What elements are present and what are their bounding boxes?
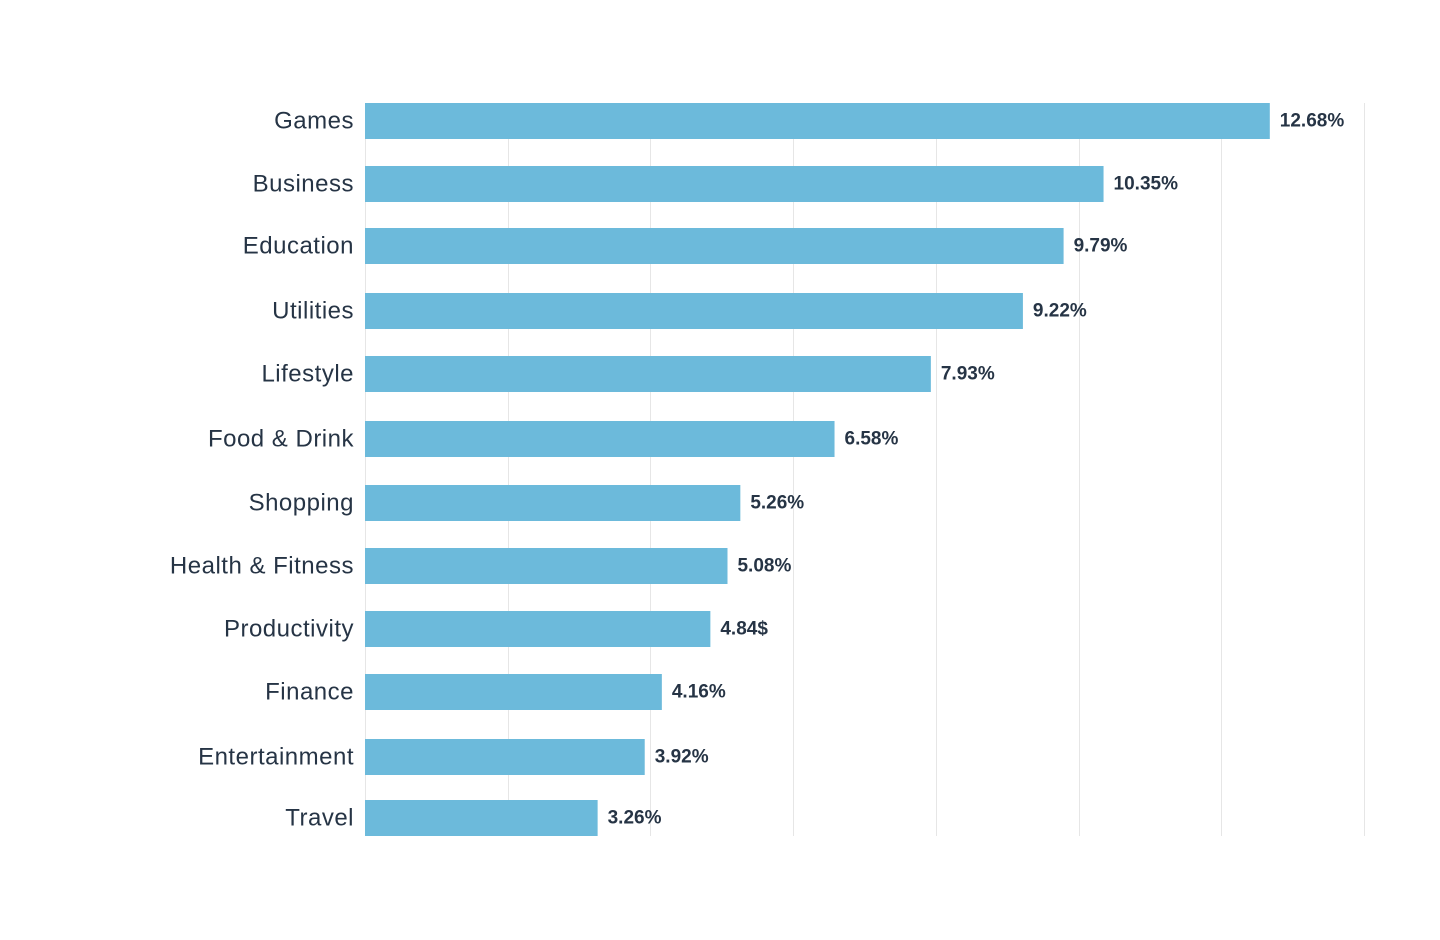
category-label: Shopping xyxy=(249,490,354,517)
grid-layer xyxy=(365,103,1365,836)
bar xyxy=(365,548,728,584)
bar xyxy=(365,356,931,392)
bar xyxy=(365,800,598,836)
data-label: 10.35% xyxy=(1114,174,1179,195)
category-label: Health & Fitness xyxy=(170,553,354,580)
category-label: Finance xyxy=(265,679,354,706)
category-label: Business xyxy=(253,171,354,198)
data-label: 9.22% xyxy=(1033,301,1087,322)
data-label: 3.92% xyxy=(655,747,709,768)
data-label: 12.68% xyxy=(1280,111,1345,132)
bar xyxy=(365,228,1064,264)
data-label: 9.79% xyxy=(1074,236,1128,257)
category-label: Entertainment xyxy=(198,744,354,771)
data-label: 7.93% xyxy=(941,364,995,385)
category-label: Travel xyxy=(285,805,354,832)
bars-layer xyxy=(365,103,1270,836)
bar xyxy=(365,103,1270,139)
bar xyxy=(365,674,662,710)
bar xyxy=(365,485,741,521)
bar xyxy=(365,293,1023,329)
bar xyxy=(365,739,645,775)
data-label: 6.58% xyxy=(845,429,899,450)
category-label: Food & Drink xyxy=(208,426,355,453)
bar xyxy=(365,166,1104,202)
category-label: Productivity xyxy=(224,616,354,643)
bar xyxy=(365,611,711,647)
category-label: Lifestyle xyxy=(261,361,354,388)
category-label: Utilities xyxy=(272,298,354,325)
data-label: 5.08% xyxy=(737,556,791,577)
data-label: 3.26% xyxy=(608,808,662,829)
bar xyxy=(365,421,835,457)
data-label: 4.16% xyxy=(672,682,726,703)
value-labels: 12.68% 10.35% 9.79% 9.22% 7.93% 6.58% 5.26% 5.0… xyxy=(608,111,1345,829)
data-label: 4.84$ xyxy=(720,619,768,640)
category-labels: Games Business Education Utilities Lifestyle… xyxy=(170,108,355,832)
category-label: Games xyxy=(274,108,354,135)
data-label: 5.26% xyxy=(750,493,804,514)
category-label: Education xyxy=(243,233,354,260)
